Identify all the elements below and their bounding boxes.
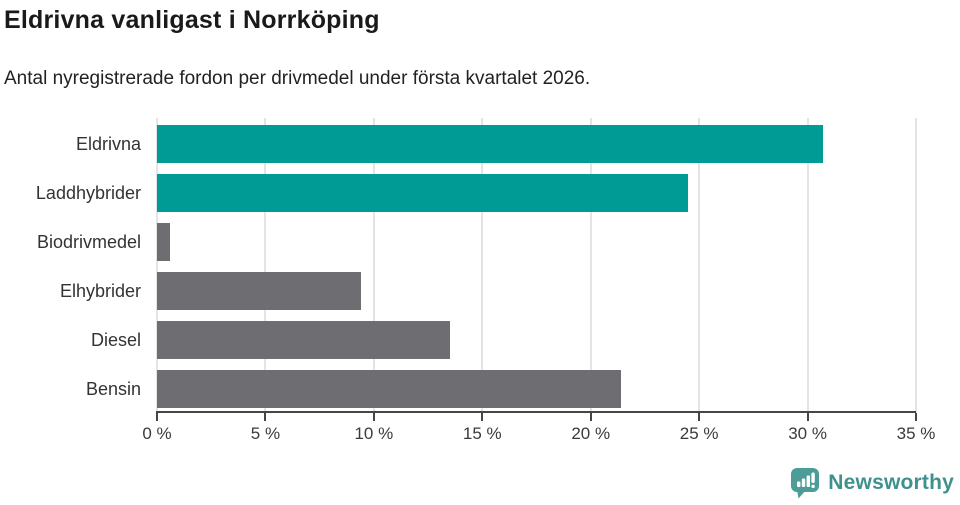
- x-axis-tick-mark: [589, 413, 592, 421]
- x-axis-tick-label: 15 %: [462, 424, 502, 443]
- newsworthy-logo-text: Newsworthy: [828, 470, 954, 494]
- gridline: [264, 118, 267, 413]
- x-axis-tick-mark: [156, 413, 158, 421]
- branding: Newsworthy: [789, 466, 954, 499]
- chart-title: Eldrivna vanligast i Norrköping: [4, 6, 380, 34]
- bar: [157, 272, 361, 310]
- x-axis-tick-mark: [698, 413, 701, 421]
- gridline: [589, 118, 592, 413]
- x-axis-tick-label: 5 %: [250, 424, 281, 443]
- category-labels: Eldrivna Laddhybrider Biodrivmedel Elhybrid…: [0, 118, 141, 413]
- x-axis-tick-label: 0 %: [142, 424, 172, 443]
- bar: [157, 321, 450, 359]
- x-axis-tick-label: 25 %: [679, 424, 719, 443]
- category-label: Biodrivmedel: [36, 232, 141, 252]
- x-axis-line: [156, 411, 916, 413]
- category-label: Bensin: [85, 379, 141, 399]
- plot-area: [156, 118, 917, 413]
- newsworthy-logo-icon: [791, 468, 820, 499]
- category-label: Laddhybrider: [35, 183, 141, 203]
- gridline: [915, 118, 917, 413]
- x-axis-tick-mark: [806, 413, 809, 421]
- x-axis-tick-label: 30 %: [788, 424, 827, 443]
- x-axis-tick-label: 35 %: [896, 424, 936, 443]
- x-axis-tick-label: 10 %: [354, 424, 394, 443]
- x-axis-tick-mark: [372, 413, 375, 421]
- gridline: [156, 118, 158, 413]
- bar: [157, 223, 170, 261]
- x-axis-ticks: 0 % 5 % 10 % 15 % 20 % 25 % 30 % 35 %: [142, 413, 935, 453]
- gridline: [481, 118, 484, 413]
- x-axis-tick-mark: [915, 413, 917, 421]
- category-label: Eldrivna: [75, 134, 141, 154]
- chart-subtitle: Antal nyregistrerade fordon per drivmede…: [4, 68, 591, 89]
- category-label: Elhybrider: [59, 281, 141, 301]
- gridline: [698, 118, 701, 413]
- x-axis-tick-mark: [481, 413, 484, 421]
- category-label: Diesel: [90, 330, 141, 350]
- x-axis-tick-label: 20 %: [571, 424, 611, 443]
- x-axis-tick-mark: [264, 413, 267, 421]
- gridline: [372, 118, 375, 413]
- bar: [157, 125, 823, 163]
- bar: [157, 174, 689, 212]
- gridline: [806, 118, 809, 413]
- bar-chart: Eldrivna Laddhybrider Biodrivmedel Elhybrid…: [0, 118, 960, 458]
- bar: [157, 370, 622, 408]
